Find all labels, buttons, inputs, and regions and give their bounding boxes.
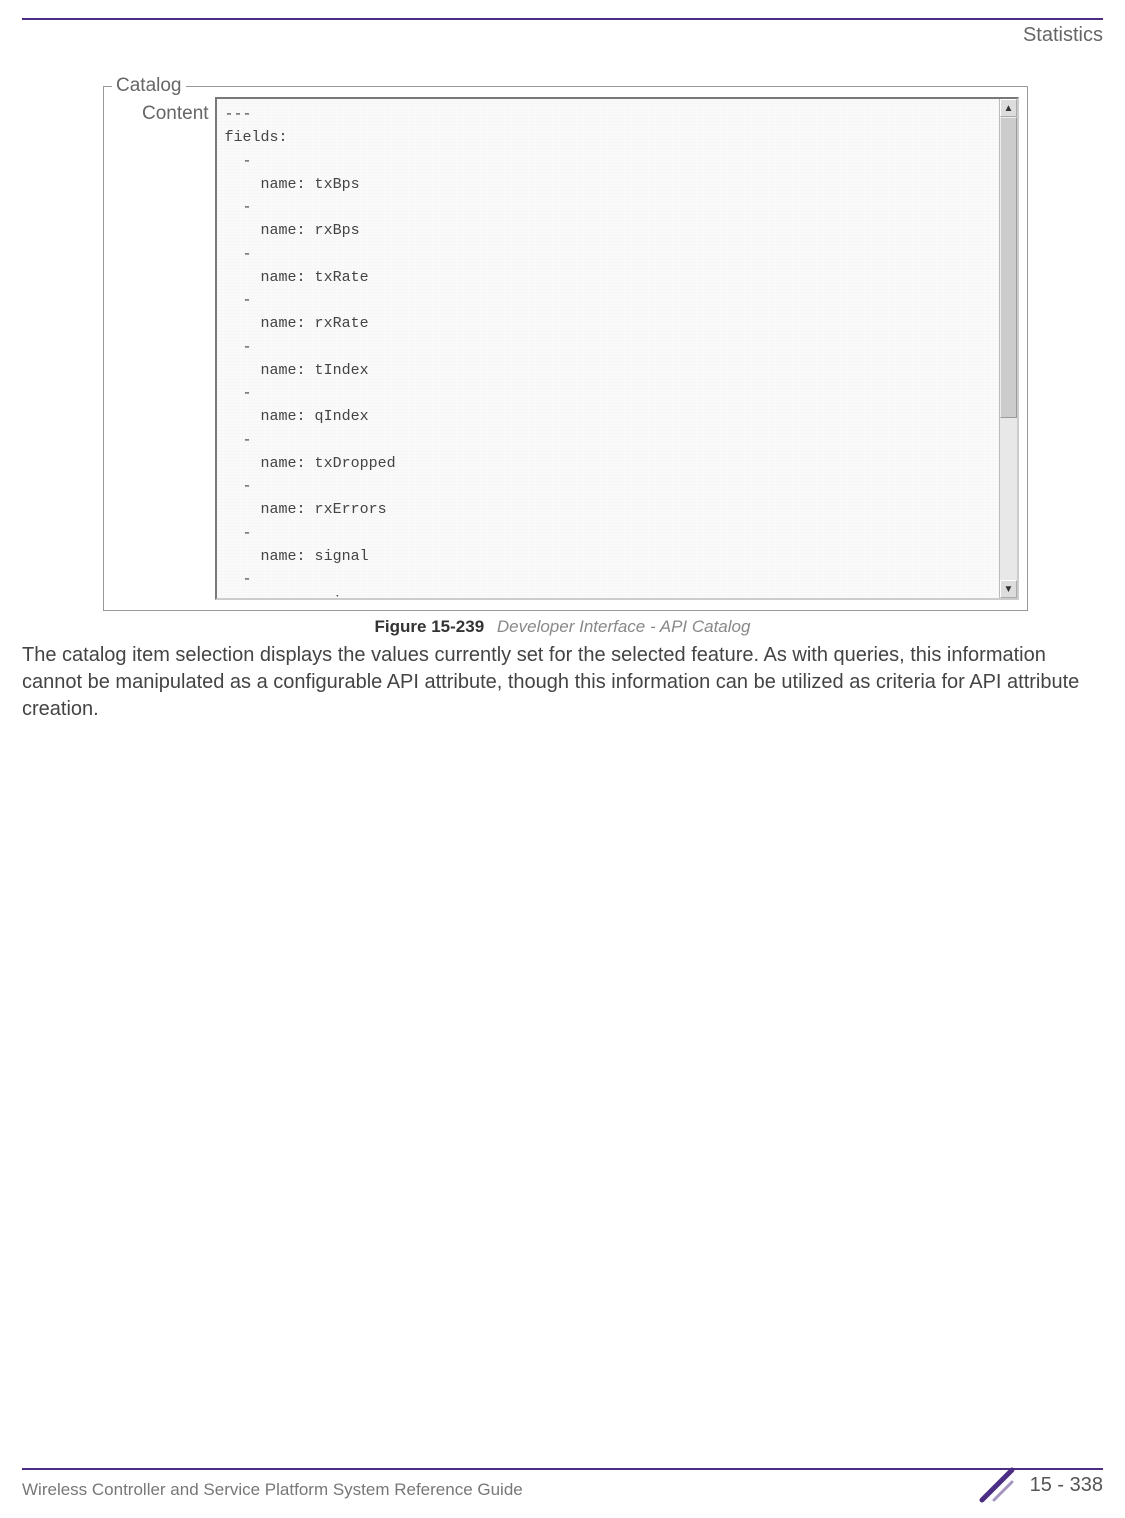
scroll-thumb[interactable] [1000,117,1017,418]
content-line: - [225,243,991,266]
content-line: - [225,382,991,405]
scroll-track[interactable] [1000,117,1017,580]
content-line: name: noise [225,591,991,598]
footer-divider [22,1468,1103,1470]
content-line: name: tIndex [225,359,991,382]
footer-logo-icon [976,1464,1018,1506]
content-row: Content ---fields: - name: txBps - name:… [104,97,1027,600]
content-line: name: txDropped [225,452,991,475]
footer-doc-title: Wireless Controller and Service Platform… [22,1480,523,1500]
content-textarea[interactable]: ---fields: - name: txBps - name: rxBps -… [217,99,999,598]
content-line: fields: [225,126,991,149]
content-line: name: rxBps [225,219,991,242]
content-line: name: txRate [225,266,991,289]
catalog-fieldset: Catalog Content ---fields: - name: txBps… [103,86,1028,611]
content-line: - [225,150,991,173]
content-line: name: rxRate [225,312,991,335]
content-line: name: qIndex [225,405,991,428]
scroll-up-button[interactable]: ▲ [1000,99,1017,117]
body-paragraph: The catalog item selection displays the … [22,642,1103,723]
content-line: - [225,522,991,545]
content-line: name: rxErrors [225,498,991,521]
figure-number: Figure 15-239 [375,617,485,636]
content-label: Content [142,97,215,125]
figure-title: Developer Interface - API Catalog [497,617,751,636]
footer-page-number: 15 - 338 [1030,1474,1103,1497]
figure-caption: Figure 15-239 Developer Interface - API … [0,617,1125,637]
content-line: name: signal [225,545,991,568]
content-line: - [225,336,991,359]
content-line: - [225,289,991,312]
header-section-title: Statistics [1023,24,1103,47]
catalog-legend: Catalog [112,75,186,97]
content-line: - [225,429,991,452]
scroll-down-button[interactable]: ▼ [1000,580,1017,598]
content-line: - [225,568,991,591]
content-line: name: txBps [225,173,991,196]
figure-screenshot: Catalog Content ---fields: - name: txBps… [103,86,1028,611]
footer-right: 15 - 338 [976,1464,1103,1506]
content-line: - [225,475,991,498]
scrollbar-vertical[interactable]: ▲ ▼ [999,99,1017,598]
content-line: --- [225,103,991,126]
content-line: - [225,196,991,219]
header-divider [22,18,1103,20]
content-box-wrapper: ---fields: - name: txBps - name: rxBps -… [215,97,1019,600]
